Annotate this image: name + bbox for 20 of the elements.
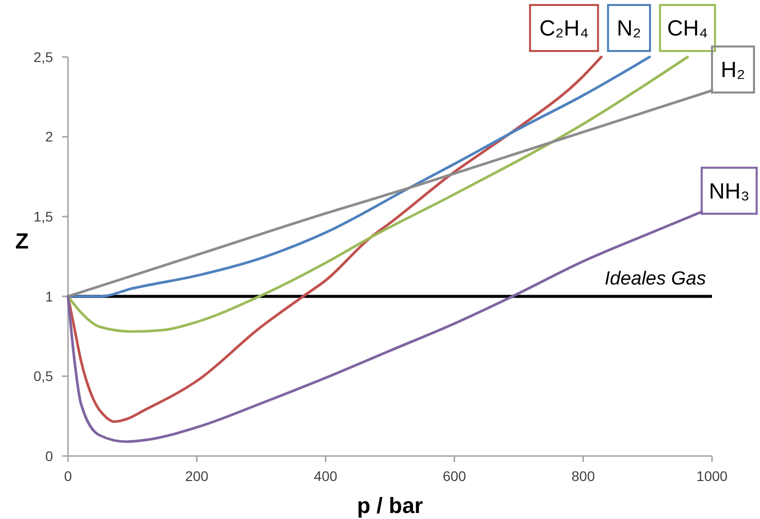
x-axis-title: p / bar [356, 493, 424, 518]
legend-label: C₂H₄ [539, 16, 589, 41]
legend-label: NH₃ [708, 178, 750, 204]
y-tick-label: 1,5 [34, 208, 54, 224]
y-tick-label: 2,5 [34, 48, 54, 65]
legend-label: N₂ [616, 16, 642, 41]
y-tick-label: 1 [45, 288, 54, 304]
x-tick-label: 0 [64, 468, 72, 484]
ref-line-label: Ideales Gas [604, 268, 706, 290]
y-tick-label: 0,5 [34, 368, 54, 384]
x-tick-label: 200 [185, 468, 209, 484]
x-tick-label: 600 [442, 468, 466, 484]
legend-label: H₂ [720, 57, 746, 82]
legend-label: CH₄ [667, 16, 708, 41]
y-tick-label: 0 [45, 448, 54, 464]
x-tick-label: 800 [572, 468, 596, 484]
x-tick-label: 1000 [696, 468, 728, 484]
x-tick-label: 400 [314, 468, 338, 484]
y-tick-label: 2 [45, 128, 54, 145]
y-axis-title: Z [15, 228, 29, 254]
